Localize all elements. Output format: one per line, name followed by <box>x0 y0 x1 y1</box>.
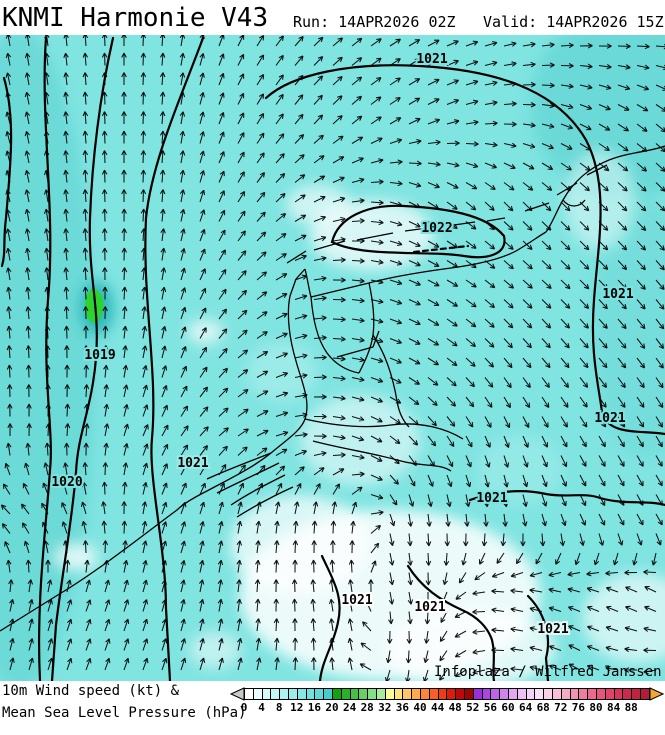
colorbar-right-arrow-icon <box>649 687 664 701</box>
svg-text:1019: 1019 <box>84 348 115 363</box>
svg-text:1021: 1021 <box>177 456 208 471</box>
colorbar-tick-label: 32 <box>378 701 392 714</box>
colorbar-tick-label: 76 <box>571 701 586 714</box>
colorbar-tick-label: 64 <box>518 701 533 714</box>
colorbar-tick-label: 36 <box>395 701 410 714</box>
svg-text:1021: 1021 <box>414 600 445 615</box>
svg-text:1022: 1022 <box>421 221 452 236</box>
isobar-labels: 1021 1022 1019 1020 1021 1021 1021 1021 1021 1021… <box>49 50 635 639</box>
colorbar-tick-label: 52 <box>466 701 480 714</box>
colorbar-tick-label: 24 <box>342 701 357 714</box>
map-attribution: Infoplaza / Wilfred Janssen <box>434 664 662 680</box>
run-time-label: Run: 14APR2026 02Z <box>293 13 456 31</box>
colorbar-tick-label: 44 <box>430 701 445 714</box>
colorbar-tick-label: 8 <box>275 701 283 714</box>
svg-text:1021: 1021 <box>537 622 568 637</box>
legend-wind-label: 10m Wind speed (kt) & <box>2 683 180 699</box>
legend-pressure-label: Mean Sea Level Pressure (hPa) <box>2 705 247 721</box>
svg-text:1021: 1021 <box>416 52 447 67</box>
colorbar-tick-label: 72 <box>554 701 568 714</box>
colorbar-left-arrow-icon <box>230 687 245 701</box>
colorbar-tick-label: 28 <box>360 701 374 714</box>
colorbar-tick-label: 16 <box>307 701 322 714</box>
colorbar-tick-label: 60 <box>501 701 515 714</box>
colorbar-tick-label: 88 <box>624 701 638 714</box>
svg-text:1020: 1020 <box>51 475 82 490</box>
colorbar-tick-label: 12 <box>290 701 304 714</box>
model-title: KNMI Harmonie V43 <box>2 3 269 33</box>
svg-text:1021: 1021 <box>594 411 625 426</box>
colorbar-tick-label: 48 <box>448 701 462 714</box>
colorbar-tick-label: 84 <box>606 701 621 714</box>
weather-map: 1021 1022 1019 1020 1021 1021 1021 1021 1021 1021… <box>0 35 665 681</box>
colorbar-tick-label: 80 <box>589 701 603 714</box>
svg-text:1021: 1021 <box>602 287 633 302</box>
colorbar-tick-label: 20 <box>325 701 339 714</box>
svg-text:1021: 1021 <box>476 491 507 506</box>
colorbar-tick-label: 56 <box>483 701 498 714</box>
colorbar-tick-label: 68 <box>536 701 550 714</box>
isobars <box>0 36 665 681</box>
wind-arrows <box>0 35 665 681</box>
svg-text:1021: 1021 <box>341 593 372 608</box>
colorbar-tick-label: 40 <box>413 701 427 714</box>
valid-time-label: Valid: 14APR2026 15Z <box>483 13 664 31</box>
colorbar-tick-label: 0 <box>240 701 248 714</box>
colorbar-tick-label: 4 <box>258 701 265 714</box>
